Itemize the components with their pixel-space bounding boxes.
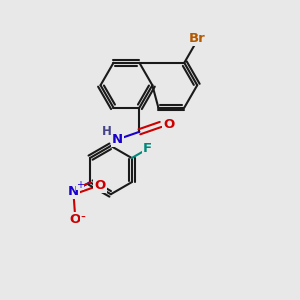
Text: O: O [163, 118, 175, 131]
Text: N: N [68, 185, 79, 198]
Text: F: F [143, 142, 152, 155]
Text: O: O [94, 179, 106, 192]
Text: +: + [76, 180, 84, 190]
Text: Br: Br [188, 32, 205, 45]
Text: H: H [102, 125, 112, 138]
Text: -: - [81, 211, 85, 225]
Text: O: O [69, 214, 80, 226]
Text: N: N [112, 133, 123, 146]
